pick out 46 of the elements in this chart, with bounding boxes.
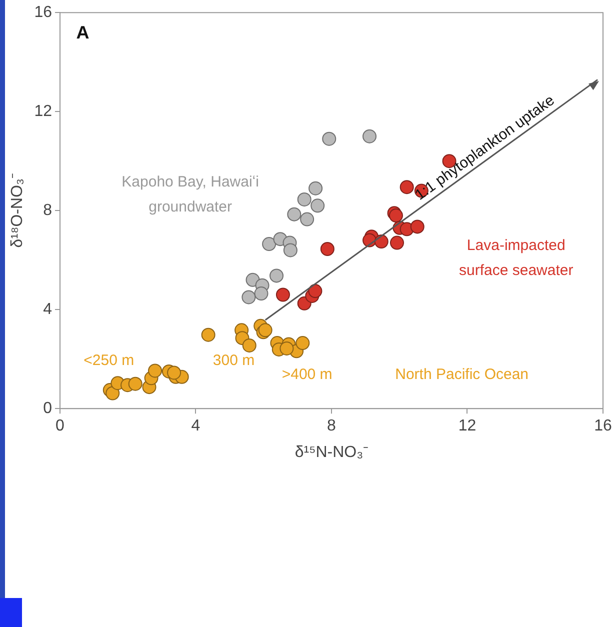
y-tick-label: 8 (43, 202, 52, 220)
point (242, 338, 256, 352)
x-tick-label: 4 (191, 418, 200, 435)
point (167, 366, 182, 380)
point (390, 236, 404, 250)
point (242, 290, 256, 304)
point (388, 208, 403, 223)
annotation: >400 m (282, 366, 332, 384)
x-axis-title: δ¹⁵N-NO₃⁻ (294, 444, 368, 461)
point (297, 192, 312, 206)
point (262, 237, 276, 252)
point (322, 132, 336, 146)
point (280, 341, 294, 356)
point (106, 386, 120, 400)
text: North Pacific Ocean (395, 366, 529, 384)
x-tick-label: 0 (56, 418, 65, 435)
annotation: <250 m (84, 352, 134, 370)
annotation: A (76, 22, 90, 42)
point (308, 181, 323, 196)
point (410, 220, 424, 234)
x-tick-label: 16 (594, 418, 612, 435)
point (283, 243, 298, 258)
y-tick-label: 16 (34, 4, 52, 22)
x-tick-label: 8 (327, 418, 336, 435)
point (270, 268, 284, 283)
series-label: Kapoho Bay, Hawaiʻi groundwater (122, 173, 259, 216)
point (128, 376, 142, 391)
point (201, 328, 216, 342)
point (310, 198, 325, 213)
x-tick-label: 12 (458, 418, 476, 435)
point (296, 336, 310, 350)
annotation: 300 m (212, 352, 255, 370)
y-tick-label: 12 (34, 103, 52, 120)
y-axis-title: δ¹⁸O-NO₃⁻ (9, 173, 26, 248)
point (254, 286, 268, 301)
point (148, 364, 162, 378)
point (276, 288, 290, 302)
point (362, 129, 377, 144)
point (300, 212, 314, 226)
point (308, 284, 322, 298)
text: Lava-impacted surface seawater (459, 236, 574, 279)
y-tick-label: 0 (43, 400, 52, 418)
point (320, 242, 334, 256)
point (287, 207, 302, 222)
point (400, 180, 414, 194)
y-tick-label: 4 (43, 301, 52, 318)
